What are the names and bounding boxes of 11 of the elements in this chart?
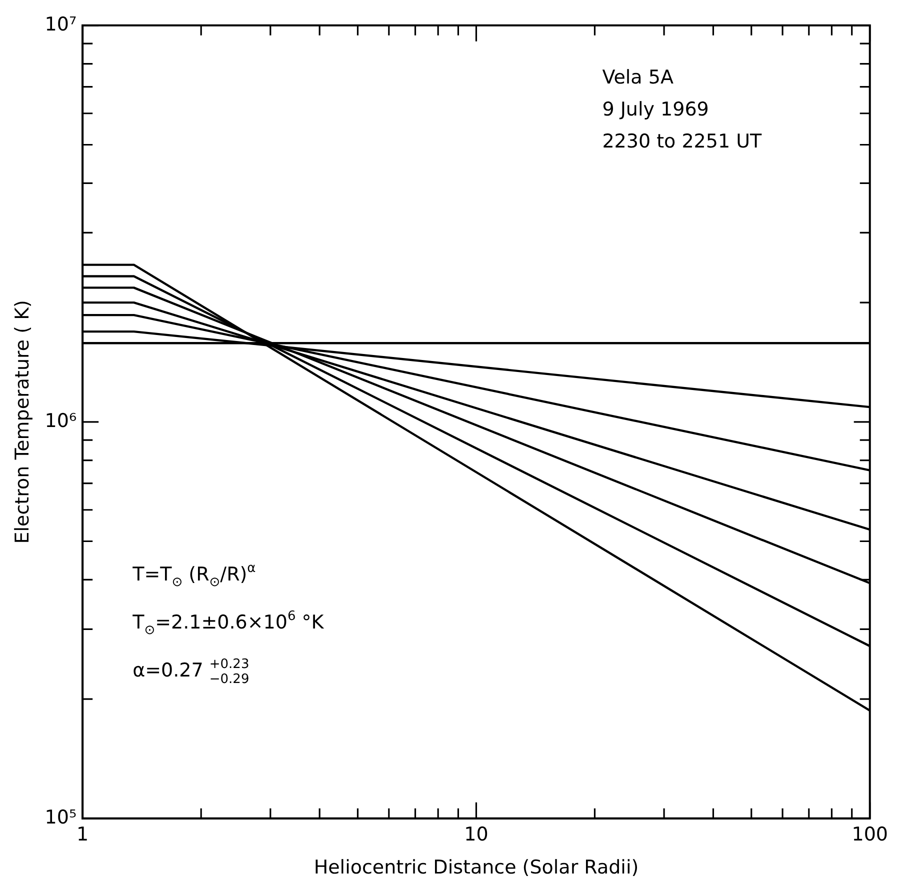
y-tick-label: 10⁷ <box>44 13 77 36</box>
x-tick-label: 100 <box>852 824 888 846</box>
annotation: 2230 to 2251 UT <box>602 130 762 152</box>
annotation: Vela 5A <box>602 66 674 88</box>
y-tick-label: 10⁶ <box>44 410 77 432</box>
x-tick-label: 1 <box>76 824 89 846</box>
annotation: 9 July 1969 <box>602 98 709 120</box>
x-axis-title: Heliocentric Distance (Solar Radii) <box>314 856 639 879</box>
x-tick-label: 10 <box>464 824 488 846</box>
y-tick-label: 10⁵ <box>44 806 77 828</box>
y-axis-title: Electron Temperature ( K) <box>11 300 34 544</box>
